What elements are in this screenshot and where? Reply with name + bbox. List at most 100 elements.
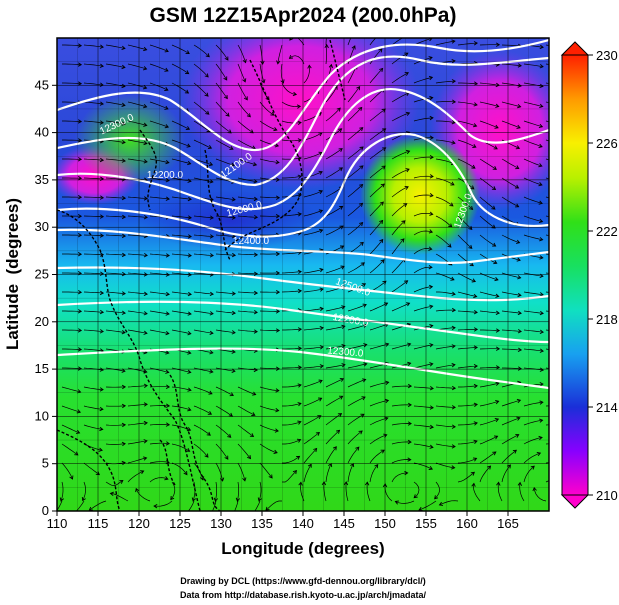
streamline-arrow <box>95 471 101 476</box>
streamline <box>237 291 258 294</box>
streamline <box>347 165 364 179</box>
streamline-arrow <box>252 162 258 167</box>
streamline <box>105 480 123 487</box>
streamline <box>497 482 503 502</box>
streamline <box>259 158 279 163</box>
streamline-arrow <box>451 444 456 449</box>
streamline-arrow <box>491 186 497 191</box>
streamline <box>193 234 214 237</box>
streamline <box>523 329 544 333</box>
streamline <box>413 386 434 389</box>
streamline-arrow <box>517 329 522 334</box>
streamline <box>303 415 321 426</box>
chart-title: GSM 12Z15Apr2024 (200.0hPa) <box>150 4 457 27</box>
streamline-arrow <box>451 325 456 331</box>
streamline-arrow <box>341 363 346 368</box>
streamline-arrow <box>242 59 247 64</box>
streamline <box>259 367 280 370</box>
streamline <box>170 481 176 500</box>
contour-line <box>57 347 549 390</box>
streamline <box>135 488 151 502</box>
streamline <box>369 259 385 274</box>
streamline-arrow <box>297 346 303 351</box>
streamline <box>193 120 211 132</box>
streamline-arrow <box>450 276 455 281</box>
streamline <box>237 82 248 100</box>
streamline-arrow <box>121 195 127 201</box>
streamline <box>127 422 148 426</box>
streamline <box>127 63 147 70</box>
streamline <box>193 291 214 295</box>
streamline <box>281 251 302 255</box>
streamline-arrow <box>473 383 478 389</box>
streamline-arrow <box>143 122 148 127</box>
streamline-arrow <box>404 185 409 190</box>
streamline <box>215 139 234 150</box>
streamline-arrow <box>318 397 323 402</box>
streamline <box>501 291 521 296</box>
streamline-arrow <box>76 409 82 414</box>
streamline <box>83 272 104 275</box>
streamline <box>281 101 301 107</box>
streamline <box>391 258 406 274</box>
streamline <box>325 38 327 46</box>
x-tick-label: 140 <box>292 516 314 531</box>
streamline-arrow <box>59 497 64 502</box>
streamline <box>83 329 104 332</box>
streamline <box>523 465 535 483</box>
streamline <box>391 404 412 407</box>
streamline <box>369 183 385 198</box>
streamline-arrow <box>280 79 285 84</box>
streamline-arrow <box>121 64 126 70</box>
streamline-arrow <box>379 219 384 225</box>
streamline <box>366 482 371 502</box>
streamline-arrow <box>209 350 214 355</box>
streamline-arrow <box>378 48 383 53</box>
streamline <box>282 421 301 426</box>
streamline <box>237 120 254 134</box>
streamline <box>457 458 477 464</box>
streamline <box>105 177 126 180</box>
streamline-arrow <box>407 361 412 367</box>
streamline-arrow <box>297 288 303 294</box>
streamline-arrow <box>164 67 169 72</box>
streamline-arrow <box>143 383 148 388</box>
streamline-arrow <box>165 403 171 408</box>
streamline <box>325 395 343 407</box>
streamline-arrow <box>253 290 259 296</box>
streamline-arrow <box>341 324 346 330</box>
streamline-arrow <box>184 89 190 94</box>
streamline <box>258 481 262 502</box>
streamline-arrow <box>187 407 192 412</box>
streamline <box>303 448 317 464</box>
streamline-arrow <box>493 260 498 265</box>
streamline <box>303 432 320 445</box>
streamline <box>413 305 433 312</box>
streamline <box>171 367 191 373</box>
streamline <box>215 253 236 256</box>
streamline <box>83 158 104 161</box>
streamline-arrow <box>429 424 434 430</box>
streamline <box>171 253 192 257</box>
streamline-arrow <box>556 488 560 491</box>
streamline <box>457 42 478 46</box>
streamline <box>212 500 217 511</box>
streamline-arrow <box>143 402 148 407</box>
streamline-arrow <box>99 271 105 276</box>
streamline-arrow <box>428 229 434 234</box>
streamline <box>501 348 522 351</box>
streamline-arrow <box>447 243 452 248</box>
streamline-arrow <box>121 45 126 51</box>
streamline <box>105 291 126 295</box>
streamline <box>83 443 103 451</box>
streamline-arrow <box>274 428 279 433</box>
streamline-arrow <box>297 383 302 388</box>
streamline-arrow <box>318 379 323 384</box>
streamline-arrow <box>77 328 83 333</box>
streamline-arrow <box>297 212 302 217</box>
streamline-arrow <box>209 234 214 239</box>
streamline-arrow <box>514 184 520 189</box>
streamline <box>413 424 434 428</box>
streamline <box>457 234 473 249</box>
streamline <box>127 403 148 407</box>
